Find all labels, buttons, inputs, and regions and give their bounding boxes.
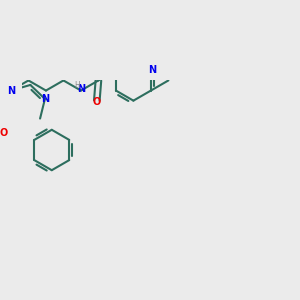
Text: N: N	[77, 84, 85, 94]
Text: N: N	[148, 65, 156, 75]
Text: N: N	[41, 94, 49, 104]
Text: N: N	[7, 85, 15, 95]
Text: H: H	[74, 81, 80, 90]
Text: O: O	[0, 128, 8, 138]
Text: O: O	[93, 97, 101, 107]
